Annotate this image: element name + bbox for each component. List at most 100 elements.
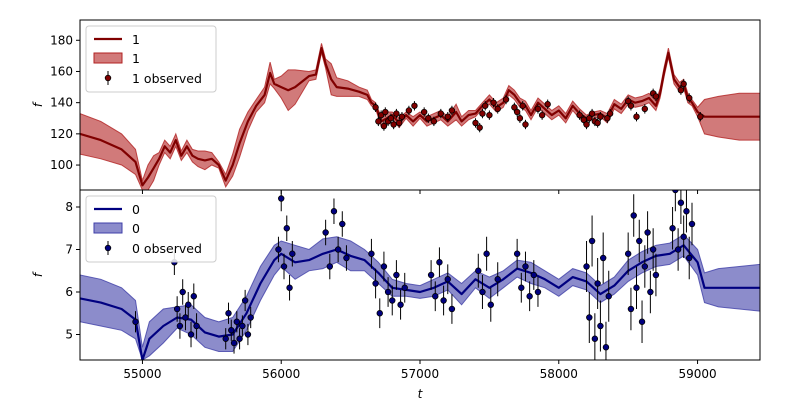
top-observed-point [606,110,614,117]
bottom-observed-point [330,208,338,215]
bottom-observed-point [518,284,525,291]
bottom-observed-point [393,271,400,279]
bottom-observed-point [322,229,329,236]
top-y-axis-label: f [31,101,45,107]
bottom-observed-point [432,293,439,300]
bottom-observed-point [594,280,601,287]
bottom-observed-point [688,220,696,228]
top-observed-point [502,96,510,103]
top-mean-line [80,47,760,187]
top-observed-point [425,115,432,122]
top-plot-area [80,43,760,190]
bottom-observed-point [674,246,682,253]
bottom-observed-point [376,310,383,317]
bottom-observed-point [475,267,482,274]
bottom-mean-line [80,244,760,360]
bottom-observed-point [479,288,486,296]
bottom-observed-point [176,322,184,330]
top-observed-point [437,110,445,117]
top-observed-point [375,118,382,125]
top-y-tick-label: 100 [50,158,73,172]
top-observed-point [494,105,501,113]
bottom-observed-point [638,318,646,325]
bottom-observed-point [278,195,285,202]
bottom-observed-point [586,314,593,321]
top-observed-point [486,111,493,119]
top-observed-point [390,121,397,128]
bottom-observed-point [244,331,252,338]
top-observed-point [677,86,685,94]
bottom-observed-point [190,293,197,300]
bottom-plot-area [80,190,760,360]
bottom-x-tick-label: 57000 [401,367,439,381]
bottom-observed-point [597,322,604,330]
top-observed-point [448,107,456,114]
top-observed-point [411,102,418,109]
top-observed-point [476,124,483,131]
bottom-observed-point [280,263,288,270]
bottom-observed-point [436,259,443,266]
bottom-observed-point [225,310,232,317]
top-legend-label-band: 1 [132,51,140,66]
bottom-legend-label-band: 0 [132,221,140,236]
bottom-observed-point [179,288,186,296]
bottom-observed-point [427,271,435,279]
bottom-observed-point [241,297,249,304]
top-y-tick-label: 140 [50,96,73,110]
top-observed-point [522,121,529,128]
top-observed-point [519,102,526,109]
top-observed-point [513,108,521,116]
bottom-observed-point [588,237,596,245]
bottom-observed-point [680,233,687,240]
bottom-observed-point [448,305,456,313]
bottom-observed-point [444,276,451,283]
bottom-observed-point [182,314,189,321]
bottom-observed-point [187,331,195,338]
bottom-observed-point [401,284,408,291]
bottom-observed-point [289,250,296,257]
top-observed-point [387,115,395,122]
bottom-observed-point [389,297,396,304]
bottom-y-axis-label: f [31,271,45,277]
panel-top: 100 120 140 160 180 f 1 1 1 observed [31,19,761,194]
top-observed-point [405,107,413,114]
bottom-observed-point [222,335,229,342]
top-observed-point [544,101,551,108]
top-legend-label-line: 1 [132,32,140,47]
top-legend-band-swatch [93,52,123,64]
top-y-tick-label: 120 [50,127,73,141]
bottom-observed-point [380,263,388,270]
bottom-observed-point [384,288,392,296]
bottom-legend-band-swatch [93,222,123,234]
top-legend-point-swatch [104,74,112,82]
bottom-y-tick-label: 6 [65,285,73,299]
top-observed-point [686,94,693,102]
top-observed-point [538,111,546,119]
bottom-observed-point [686,254,693,262]
bottom-observed-point [286,284,293,291]
bottom-observed-point [487,301,494,308]
bottom-observed-point [669,225,676,232]
top-observed-point [430,118,438,125]
top-observed-point [680,80,687,88]
bottom-observed-point [649,246,657,253]
bottom-observed-point [677,199,685,206]
bottom-x-tick-label: 55000 [123,367,161,381]
bottom-observed-point [132,318,139,325]
top-observed-point [588,110,596,117]
bottom-observed-point [526,293,533,300]
top-observed-point [583,121,590,128]
bottom-x-tick-label: 56000 [262,367,300,381]
bottom-observed-point [233,318,241,325]
bottom-observed-point [339,220,346,228]
bottom-observed-point [636,237,643,245]
top-observed-point [472,119,479,127]
bottom-observed-point [641,263,649,270]
top-observed-point [633,113,640,120]
bottom-observed-point [334,246,342,253]
top-observed-point [382,108,389,116]
bottom-observed-point [440,297,447,304]
bottom-observed-point [530,271,537,279]
bottom-observed-point [483,250,490,257]
